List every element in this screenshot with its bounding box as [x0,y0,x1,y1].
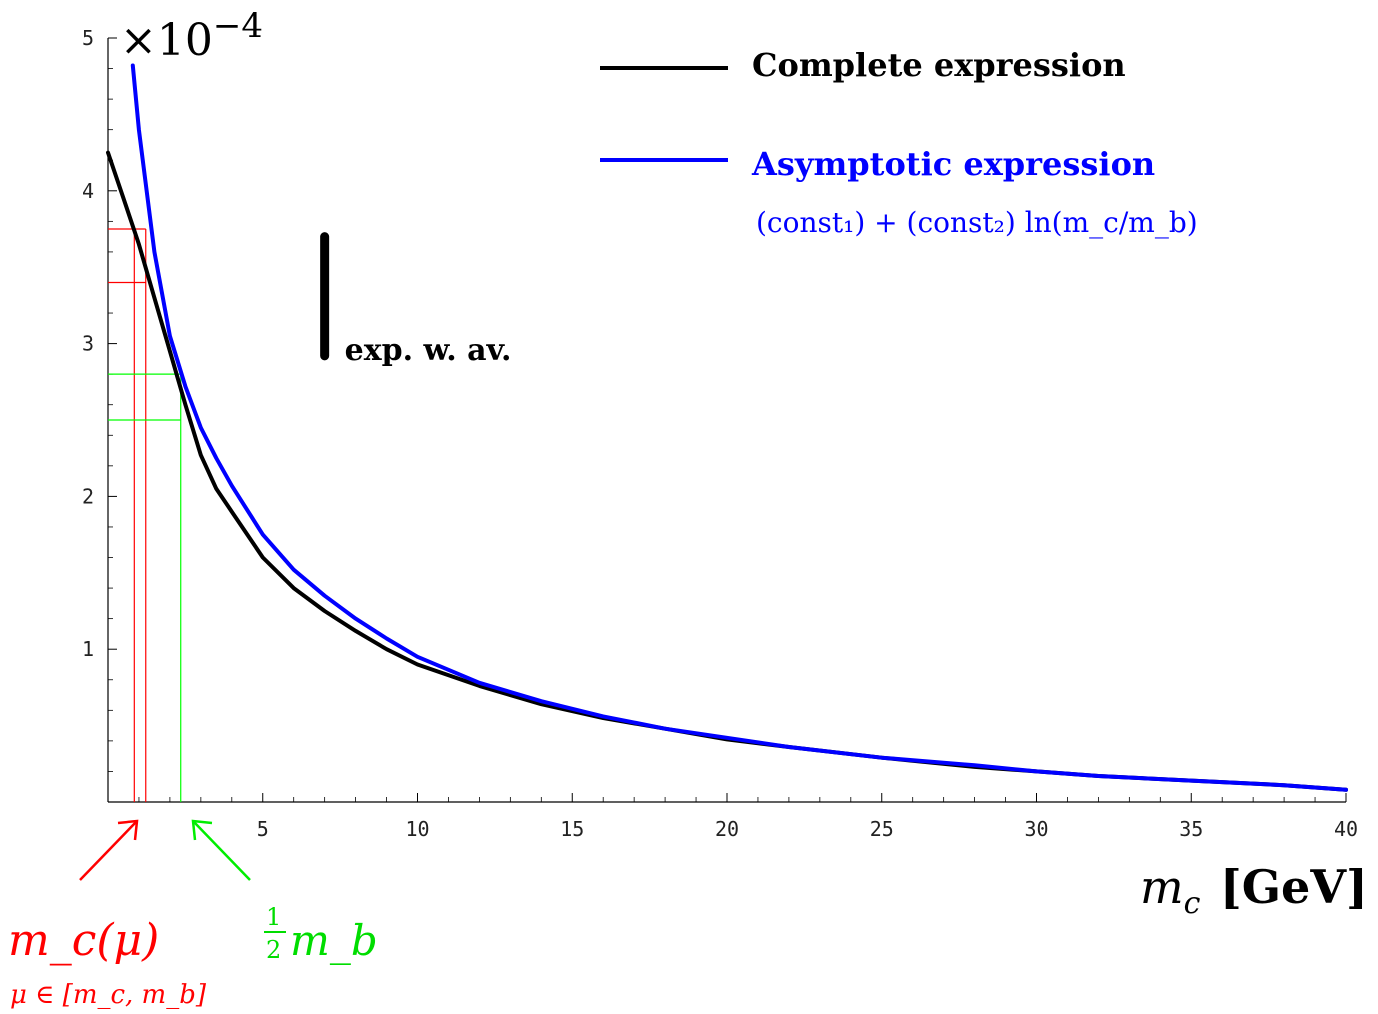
exp-average-bar: exp. w. av. [320,232,512,368]
value-bands [108,228,182,802]
y-tick-label: 3 [82,332,94,356]
x-tick-label: 30 [1024,817,1048,841]
y-exponent-power: −4 [213,6,263,46]
series-line-asymptotic [130,63,1348,792]
series-layer [106,63,1348,792]
half-mb-var: m_b [290,916,378,965]
x-tick-label: 25 [870,817,894,841]
half-mb-annotation: 1 2 m_b [191,819,378,965]
y-tick-label: 2 [82,484,94,508]
red-arrow-head [117,819,139,841]
x-tick-label: 5 [257,817,269,841]
x-tick-label: 20 [715,817,739,841]
y-tick-label: 5 [82,26,94,50]
half-mb-denominator: 2 [266,936,281,964]
x-tick-label: 40 [1334,817,1358,841]
series-line-complete [106,150,1348,792]
y-exponent-label: ×10−4 [120,6,263,66]
y-exponent-base: ×10 [120,15,213,66]
y-tick-label: 1 [82,637,94,661]
legend-label-asymptotic: Asymptotic expression [751,145,1155,183]
x-tick-label: 35 [1179,817,1203,841]
x-axis-sub: c [1184,886,1201,921]
x-tick-label: 15 [560,817,584,841]
x-tick-label: 10 [405,817,429,841]
mc-mu-label: m_c(μ) [8,915,159,966]
y-tick-label: 4 [82,179,94,203]
legend-label-complete: Complete expression [752,46,1126,84]
half-mb-numerator: 1 [266,903,281,931]
x-axis-unit: [GeV] [1220,860,1368,914]
x-axis-var: m [1140,860,1184,914]
ticks: 5 10 15 20 25 30 35 40 1 2 3 4 5 [82,26,1358,841]
x-axis-label: mc [GeV] [1140,860,1368,921]
mc-mu-sublabel: μ ∈ [m_c, m_b] [10,980,207,1010]
mc-mu-annotation: m_c(μ) μ ∈ [m_c, m_b] [8,819,207,1010]
green-arrow-shaft [193,821,251,881]
legend: Complete expression Asymptotic expressio… [600,46,1198,239]
axes [107,38,1346,803]
red-arrow-shaft [79,821,137,881]
svg-text:mc: mc [1140,860,1201,921]
exp-average-label: exp. w. av. [345,333,512,368]
green-arrow-head [191,819,213,841]
legend-formula-asymptotic: (const₁) + (const₂) ln(m_c/m_b) [756,206,1198,239]
